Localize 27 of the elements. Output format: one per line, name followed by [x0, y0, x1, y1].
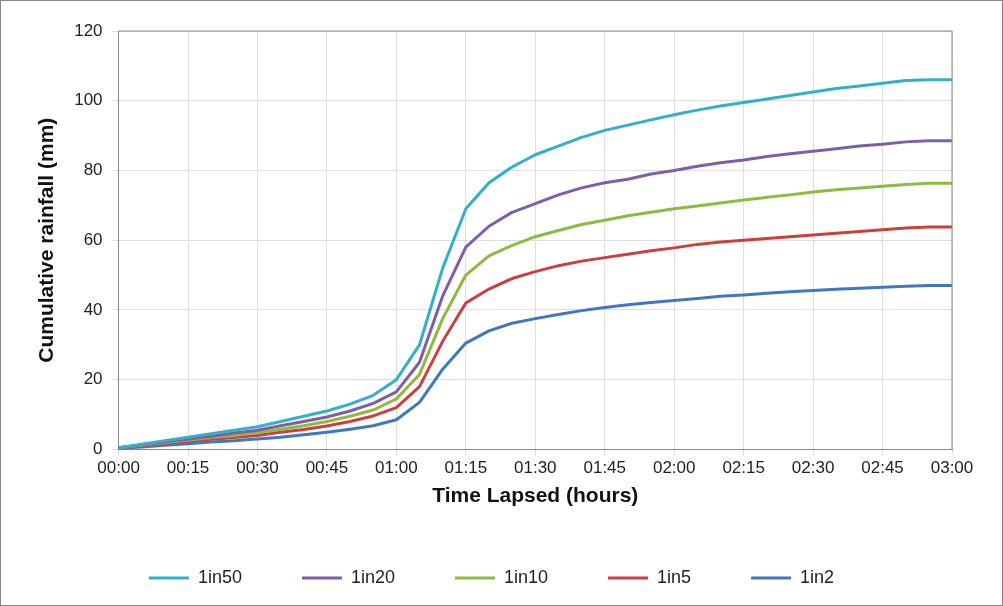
x-tick-label: 03:00 [930, 458, 974, 478]
y-tick-label: 20 [83, 369, 103, 389]
legend-label: 1in20 [350, 566, 395, 587]
x-tick-label: 01:00 [375, 458, 418, 478]
x-tick-label: 02:15 [722, 458, 765, 478]
x-tick-label: 01:45 [583, 458, 627, 478]
y-tick-label: 60 [83, 229, 103, 249]
x-tick-label: 02:30 [791, 458, 835, 478]
x-tick-label: 00:30 [236, 458, 279, 478]
y-tick-label: 120 [74, 20, 103, 40]
x-tick-label: 01:15 [444, 458, 488, 478]
x-axis-title: Time Lapsed (hours) [432, 483, 639, 507]
y-tick-label: 0 [93, 439, 103, 459]
x-tick-label: 00:00 [97, 458, 140, 478]
x-tick-label: 00:15 [166, 458, 210, 478]
y-axis-title: Cumulative rainfall (mm) [34, 117, 58, 363]
legend-label: 1in10 [503, 566, 549, 587]
x-tick-label: 01:30 [514, 458, 557, 478]
y-tick-label: 40 [83, 299, 103, 319]
legend-label: 1in50 [197, 566, 242, 587]
y-tick-label: 100 [74, 90, 103, 110]
legend-label: 1in2 [800, 566, 835, 587]
x-tick-label: 00:45 [305, 458, 349, 478]
y-tick-label: 80 [83, 160, 103, 180]
x-tick-label: 02:45 [861, 458, 904, 478]
legend-label: 1in5 [657, 566, 692, 587]
x-tick-label: 02:00 [652, 458, 696, 478]
